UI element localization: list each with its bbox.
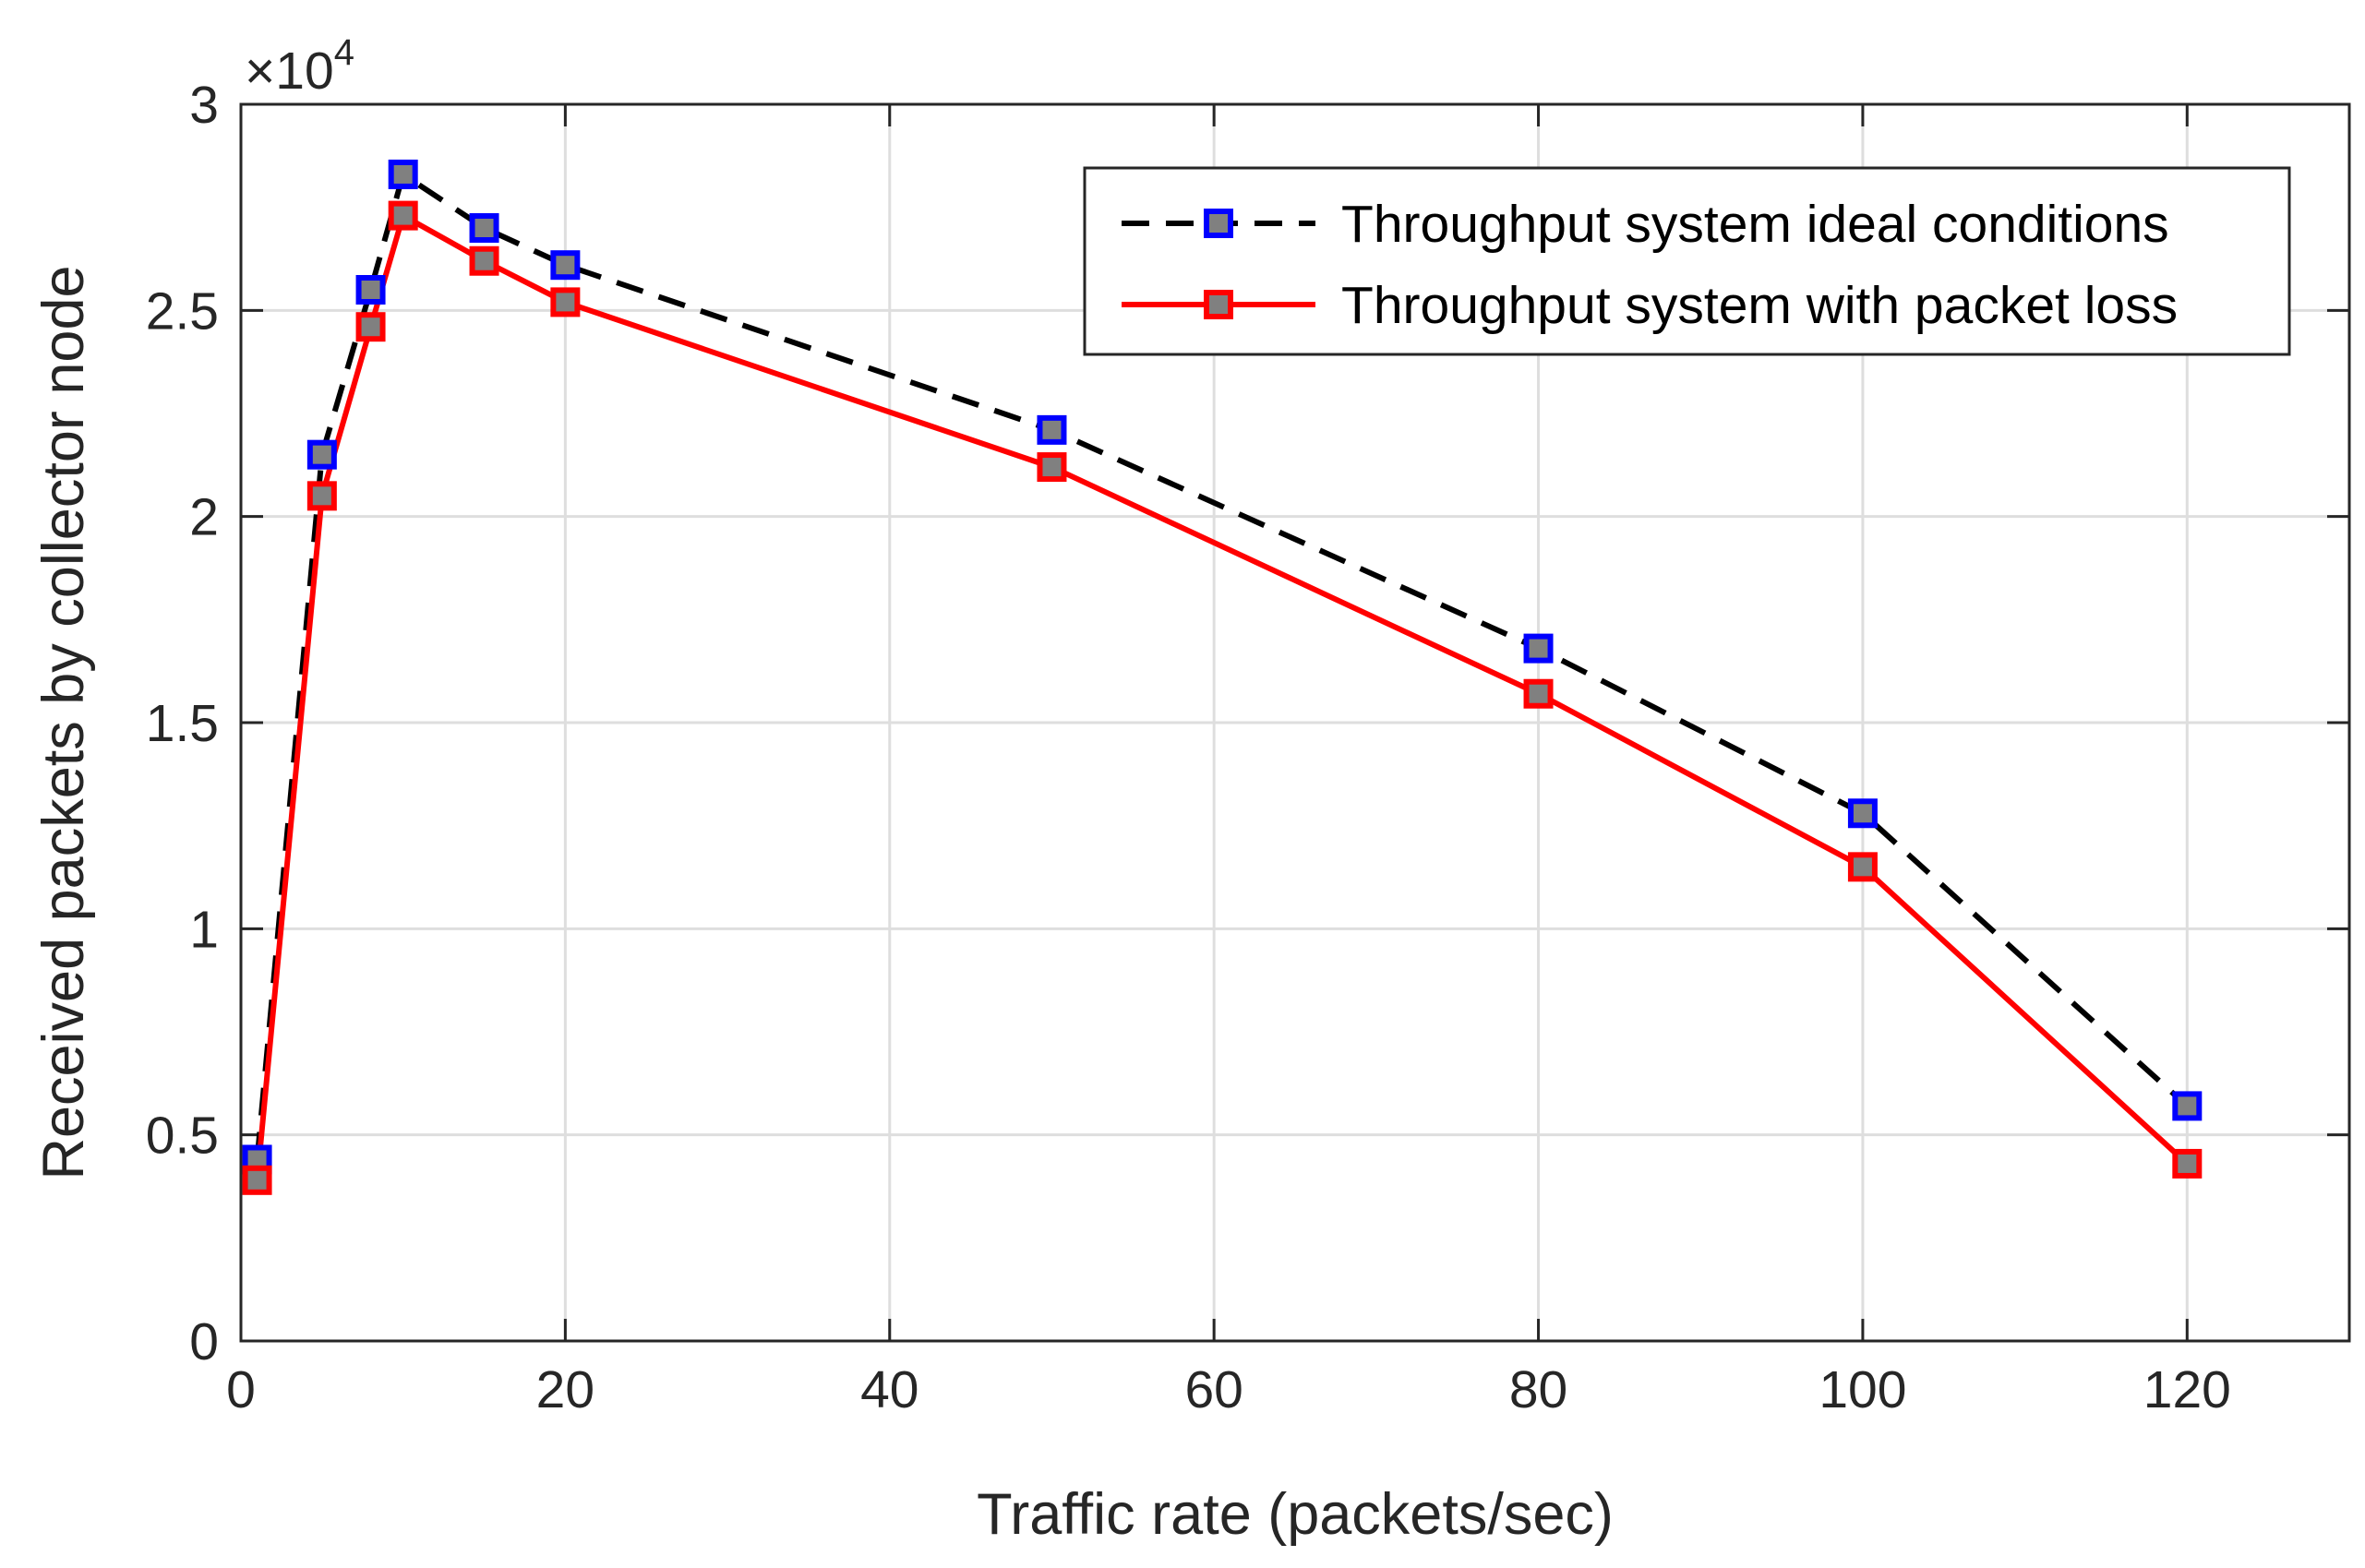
- y-tick-label: 2: [189, 488, 219, 547]
- series-layer: [242, 159, 2203, 1195]
- data-point-ideal: [1847, 798, 1878, 829]
- data-point-ideal: [550, 250, 581, 281]
- legend-label-packet-loss: Throughput system with packet loss: [1341, 276, 2178, 335]
- tick-labels: 0 20 40 60 80 100 120 0 0.5 1 1.5 2 2.5 3: [146, 76, 2231, 1419]
- x-tick-label: 0: [226, 1360, 256, 1419]
- y-tick-label: 1: [189, 900, 219, 959]
- data-point-packet-loss: [1847, 852, 1878, 882]
- y-tick-label: 1.5: [146, 694, 219, 753]
- y-axis-title: Received packets by collector node: [31, 265, 96, 1179]
- y-tick-label: 2.5: [146, 281, 219, 341]
- series-line-ideal: [254, 171, 2190, 1160]
- y-tick-label: 0.5: [146, 1107, 219, 1166]
- data-point-ideal: [2172, 1091, 2203, 1121]
- legend: Throughput system ideal conditions Throu…: [1083, 166, 2291, 356]
- data-point-ideal: [306, 439, 337, 470]
- axis-ticks: [239, 102, 2349, 1343]
- x-tick-label: 60: [1184, 1360, 1243, 1419]
- data-point-packet-loss: [1037, 452, 1067, 483]
- y-tick-label: 3: [189, 76, 219, 135]
- series-line-packet-loss: [254, 212, 2190, 1181]
- x-tick-label: 100: [1819, 1360, 1906, 1419]
- data-point-ideal: [1037, 414, 1067, 445]
- legend-marker-packet-loss: [1204, 290, 1233, 319]
- x-tick-label: 80: [1509, 1360, 1567, 1419]
- y-axis-exponent-base: ×10: [245, 42, 334, 101]
- x-axis-title: Traffic rate (packets/sec): [977, 1482, 1614, 1547]
- x-tick-label: 120: [2143, 1360, 2231, 1419]
- x-tick-label: 20: [536, 1360, 594, 1419]
- legend-marker-ideal: [1204, 209, 1233, 238]
- data-point-ideal: [1523, 633, 1554, 664]
- data-point-packet-loss: [388, 200, 418, 231]
- data-point-packet-loss: [2172, 1148, 2203, 1179]
- data-point-ideal: [355, 275, 386, 305]
- data-point-ideal: [469, 213, 499, 243]
- legend-box: [1083, 166, 2291, 356]
- data-point-ideal: [388, 159, 418, 189]
- data-point-packet-loss: [1523, 678, 1554, 709]
- data-point-packet-loss: [242, 1165, 272, 1195]
- data-point-packet-loss: [550, 287, 581, 317]
- data-point-packet-loss: [355, 312, 386, 342]
- legend-label-ideal: Throughput system ideal conditions: [1341, 195, 2169, 254]
- y-axis-exponent-power: 4: [334, 32, 354, 73]
- x-tick-label: 40: [860, 1360, 918, 1419]
- data-point-packet-loss: [306, 481, 337, 511]
- y-tick-label: 0: [189, 1312, 219, 1371]
- data-point-packet-loss: [469, 245, 499, 276]
- y-axis-exponent: ×104: [245, 32, 354, 101]
